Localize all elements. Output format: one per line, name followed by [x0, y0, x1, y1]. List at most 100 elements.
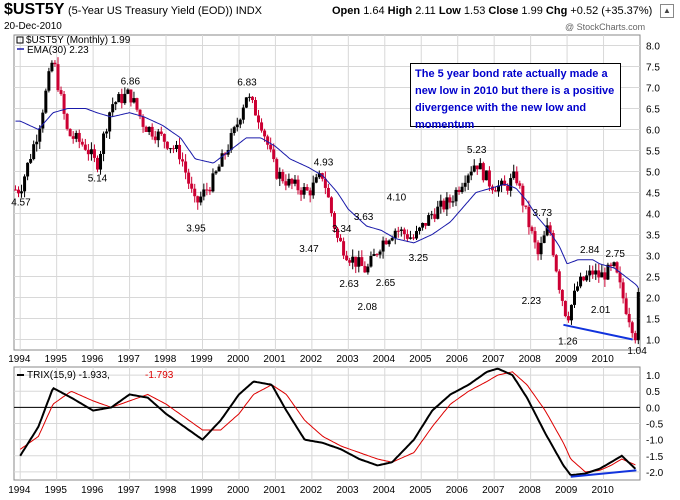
up-triangle-icon[interactable]: ▲	[660, 4, 674, 18]
low-label: Low	[438, 5, 461, 17]
price-bar	[405, 234, 409, 239]
x-tick-label: 2002	[300, 354, 323, 365]
price-bar	[266, 136, 270, 145]
price-divergence-line	[563, 323, 633, 341]
legend-trix-label: TRIX(15,9) -1.933,	[27, 370, 110, 381]
price-bar	[293, 179, 297, 184]
value-label: 4.93	[314, 157, 334, 168]
x-tick-label-bottom: 2009	[555, 485, 578, 496]
x-tick-label: 2009	[555, 354, 578, 365]
ema-line	[15, 108, 639, 289]
y-tick-label: 3.0	[646, 252, 660, 263]
price-bar	[275, 159, 279, 179]
price-bar	[533, 231, 537, 243]
y-tick-label: 5.0	[646, 168, 660, 179]
price-bar	[105, 131, 109, 134]
x-tick-label-bottom: 2005	[409, 485, 432, 496]
price-bar	[387, 240, 391, 245]
price-bar	[585, 275, 589, 281]
price-bar	[560, 289, 564, 301]
price-bar	[494, 190, 498, 192]
price-bar	[269, 144, 273, 150]
price-bar	[89, 149, 93, 155]
price-bar	[229, 133, 233, 150]
legend-main: $UST5Y (Monthly) 1.99	[26, 35, 131, 46]
price-bar	[339, 237, 343, 242]
price-bar	[603, 272, 607, 280]
x-tick-label: 1996	[81, 354, 104, 365]
price-bar	[402, 229, 406, 235]
price-bar	[454, 189, 458, 202]
trix-y-tick-label: -0.5	[646, 420, 664, 431]
value-label: 4.10	[387, 192, 407, 203]
x-tick-label: 1998	[154, 354, 177, 365]
price-bar	[126, 89, 130, 94]
price-bar	[506, 185, 510, 191]
price-bar	[144, 126, 148, 132]
price-bar	[554, 255, 558, 272]
price-bar	[515, 171, 519, 184]
y-tick-label: 5.5	[646, 147, 660, 158]
price-bar	[311, 182, 315, 196]
price-bar	[357, 257, 361, 267]
y-tick-label: 2.0	[646, 294, 660, 305]
price-bar	[336, 228, 340, 238]
price-bar	[20, 191, 24, 194]
price-bar	[369, 255, 373, 267]
x-tick-label: 1997	[118, 354, 141, 365]
y-tick-label: 6.5	[646, 105, 660, 116]
price-bar	[208, 189, 212, 192]
trix-line	[19, 367, 637, 477]
price-bar	[108, 112, 112, 132]
price-bar	[545, 225, 549, 236]
price-bar	[56, 64, 60, 91]
price-bar	[475, 165, 479, 170]
open-label: Open	[332, 5, 361, 17]
price-bar	[250, 96, 254, 101]
price-bar	[278, 171, 282, 179]
price-bar	[302, 187, 306, 195]
price-bar	[174, 144, 178, 149]
legend-main-swatch	[16, 36, 24, 44]
price-bar	[536, 242, 540, 255]
price-bar	[26, 162, 30, 177]
value-label: 5.14	[88, 174, 108, 185]
trix-y-tick-label: -1.5	[646, 452, 664, 463]
chart-date: 20-Dec-2010	[4, 21, 62, 32]
price-bar	[393, 230, 397, 239]
value-label: 1.26	[558, 337, 578, 348]
price-bar	[503, 180, 507, 186]
price-bar	[563, 300, 567, 317]
price-bar	[363, 265, 367, 273]
price-bar	[68, 128, 72, 137]
price-bar	[193, 188, 197, 197]
price-bar	[375, 254, 379, 256]
price-bar	[47, 71, 51, 91]
price-bar	[202, 189, 206, 197]
x-tick-label: 2008	[519, 354, 542, 365]
value-label: 3.63	[354, 212, 374, 223]
price-bar	[123, 93, 127, 104]
price-bar	[606, 264, 610, 280]
price-bar	[120, 94, 124, 104]
price-bar	[633, 333, 637, 341]
x-tick-label: 2005	[409, 354, 432, 365]
close-label: Close	[488, 5, 519, 17]
price-bar	[424, 222, 428, 226]
price-bar	[314, 177, 318, 183]
x-tick-label: 1995	[45, 354, 68, 365]
price-bar	[427, 215, 431, 226]
price-bar	[624, 298, 628, 314]
price-bar	[411, 237, 415, 239]
price-bar	[196, 196, 200, 203]
price-bar	[469, 171, 473, 176]
chg-value: +0.52 (+35.37%)	[570, 5, 653, 17]
price-bar	[609, 264, 613, 266]
price-bar	[463, 182, 467, 187]
price-bar	[99, 153, 103, 170]
price-bar	[80, 141, 84, 145]
price-bar	[53, 62, 57, 65]
y-tick-label: 1.5	[646, 315, 660, 326]
price-bar	[74, 132, 78, 139]
price-bar	[290, 178, 294, 184]
